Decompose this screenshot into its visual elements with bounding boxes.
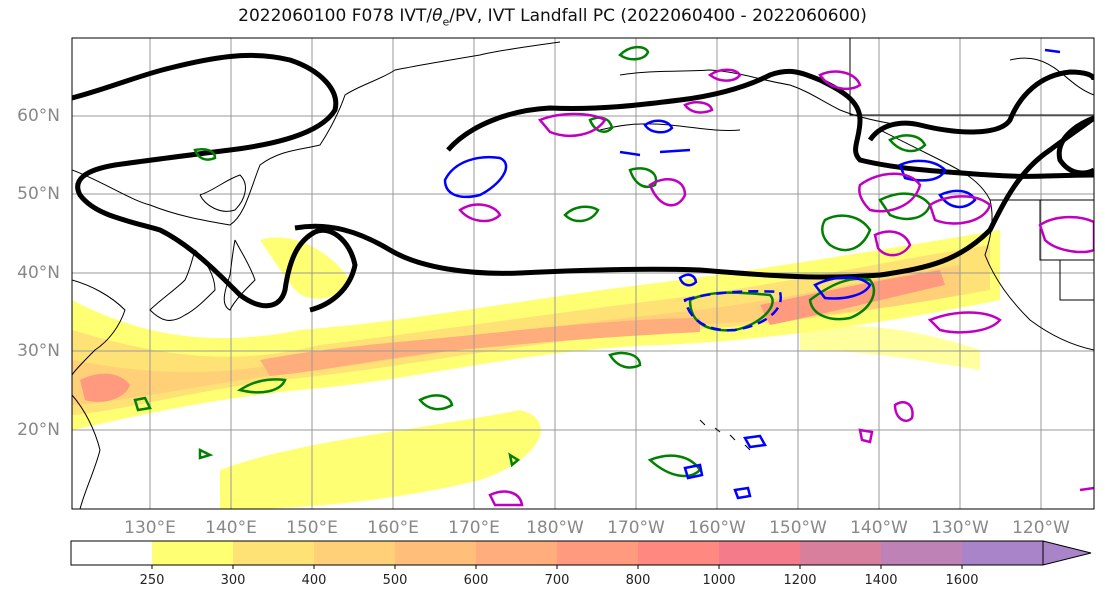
ivt-shading	[72, 230, 1000, 509]
black-contours	[72, 52, 1094, 313]
colorbar-segment	[152, 541, 233, 565]
lon-label-140w: 140°W	[850, 518, 908, 538]
lon-label-120w: 120°W	[1012, 518, 1070, 538]
lat-label-30: 30°N	[17, 341, 60, 361]
colorbar-tick-label: 400	[301, 573, 327, 588]
lat-label-60: 60°N	[17, 106, 60, 126]
lon-label-130e: 130°E	[124, 518, 176, 538]
colorbar-tick-label: 800	[625, 573, 651, 588]
colorbar-segment	[395, 541, 476, 565]
colorbar-tick-label: 500	[382, 573, 408, 588]
colorbar-extend-arrow	[1042, 540, 1092, 566]
colorbar	[70, 540, 1092, 569]
colorbar-segment	[962, 541, 1043, 565]
colorbar-segment	[638, 541, 719, 565]
lat-label-40: 40°N	[17, 263, 60, 283]
map-frame	[71, 37, 1095, 510]
colorbar-segment	[233, 541, 314, 565]
graticule	[72, 38, 1094, 509]
colorbar-segment	[71, 541, 152, 565]
colorbar-tick-label: 250	[139, 573, 165, 588]
lon-label-150e: 150°E	[286, 518, 338, 538]
lon-label-140e: 140°E	[205, 518, 257, 538]
colorbar-tick-label: 700	[544, 573, 570, 588]
lat-label-20: 20°N	[17, 420, 60, 440]
colorbar-tick-label: 1200	[783, 573, 817, 588]
colorbar-tick-label: 1000	[702, 573, 736, 588]
lat-label-50: 50°N	[17, 184, 60, 204]
colorbar-segment	[881, 541, 962, 565]
theta-e-contours	[133, 45, 932, 478]
lon-label-170w: 170°W	[607, 518, 665, 538]
colorbar-tick-label: 600	[463, 573, 489, 588]
lon-label-160e: 160°E	[367, 518, 419, 538]
colorbar-tick-label: 300	[220, 573, 246, 588]
colorbar-segment	[314, 541, 395, 565]
map-title: 2022060100 F078 IVT/θe/PV, IVT Landfall …	[238, 6, 867, 29]
lon-label-170e: 170°E	[448, 518, 500, 538]
lon-label-160w: 160°W	[688, 518, 746, 538]
colorbar-tick-label: 1400	[864, 573, 898, 588]
colorbar-segment	[719, 541, 800, 565]
lon-label-150w: 150°W	[769, 518, 827, 538]
lon-label-180w: 180°W	[526, 518, 584, 538]
coastlines	[72, 38, 1094, 509]
colorbar-tick-label: 1600	[945, 573, 979, 588]
colorbar-segment	[476, 541, 557, 565]
pc-contours	[458, 68, 1094, 507]
colorbar-segment	[557, 541, 638, 565]
lon-label-130w: 130°W	[931, 518, 989, 538]
colorbar-segment	[800, 541, 881, 565]
